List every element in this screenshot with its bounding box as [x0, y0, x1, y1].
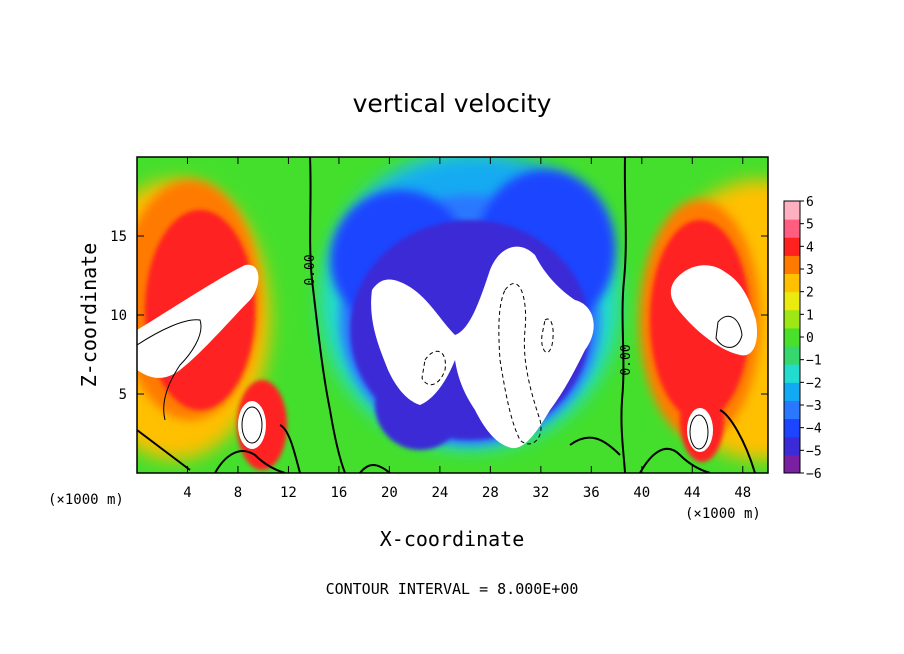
colorbar-tick-label: −4	[806, 422, 822, 437]
colorbar-swatch	[784, 454, 800, 474]
x-axis-title: X-coordinate	[380, 527, 525, 551]
colorbar-swatch	[784, 255, 800, 275]
x-tick-label: 48	[734, 485, 751, 501]
colorbar-labels: 6 5 4 3 2 1 0 −1 −2 −3 −4 −5 −6	[800, 195, 822, 482]
colorbar-swatch	[784, 237, 800, 256]
x-unit-label-left: (×1000 m)	[48, 492, 124, 508]
colorbar-swatch	[784, 219, 800, 238]
colorbar-tick-label: 4	[806, 240, 814, 255]
x-tick-label: 4	[183, 485, 191, 501]
colorbar-swatch	[784, 201, 800, 220]
y-tick-label: 5	[119, 387, 127, 403]
colorbar-swatch	[784, 400, 800, 420]
colorbar-swatch	[784, 436, 800, 456]
heatmap-field	[137, 157, 768, 473]
y-tick-label: 10	[110, 308, 127, 324]
colorbar-swatch	[784, 346, 800, 365]
chart-title: vertical velocity	[353, 89, 552, 118]
x-tick-label: 44	[684, 485, 701, 501]
colorbar-tick-label: 5	[806, 218, 814, 233]
colorbar-tick-label: −2	[806, 376, 822, 391]
x-tick-label: 20	[381, 485, 398, 501]
colorbar-tick-label: 3	[806, 263, 814, 278]
x-tick-label: 40	[633, 485, 650, 501]
colorbar	[783, 200, 801, 474]
colorbar-tick-label: −3	[806, 399, 822, 414]
x-tick-label: 32	[532, 485, 549, 501]
colorbar-swatch	[784, 273, 800, 293]
colorbar-swatch	[784, 364, 800, 383]
colorbar-swatch	[784, 309, 800, 329]
colorbar-swatch	[784, 327, 800, 347]
contour-label-left: 0.00	[303, 254, 318, 285]
x-tick-label: 16	[330, 485, 347, 501]
colorbar-tick-label: 2	[806, 286, 814, 301]
x-tick-label: 36	[583, 485, 600, 501]
contour-lines	[137, 157, 756, 473]
contour-label-right: 0.00	[619, 344, 634, 375]
x-tick-label: 28	[482, 485, 499, 501]
contour-interval-text: CONTOUR INTERVAL = 8.000E+00	[326, 580, 579, 598]
y-tick-label: 15	[110, 229, 127, 245]
colorbar-swatch	[784, 291, 800, 311]
x-tick-label: 12	[280, 485, 297, 501]
x-axis: 4 8 12 16 20 24 28 32 36 40 44 48	[183, 157, 751, 501]
colorbar-tick-label: −5	[806, 444, 822, 459]
x-tick-label: 24	[431, 485, 448, 501]
y-axis: 5 10 15	[110, 229, 768, 403]
colorbar-swatch	[784, 382, 800, 401]
colorbar-tick-label: −6	[806, 467, 822, 482]
colorbar-tick-label: 0	[806, 331, 814, 346]
colorbar-tick-label: 1	[806, 308, 814, 323]
contour-lines-thin	[137, 315, 743, 450]
colorbar-tick-label: 6	[806, 195, 814, 210]
contour-lines-negative	[421, 283, 554, 445]
colorbar-tick-label: −1	[806, 354, 822, 369]
y-axis-title: Z-coordinate	[77, 243, 101, 388]
x-unit-label-right: (×1000 m)	[685, 506, 761, 522]
colorbar-swatch	[784, 418, 800, 438]
x-tick-label: 8	[234, 485, 242, 501]
